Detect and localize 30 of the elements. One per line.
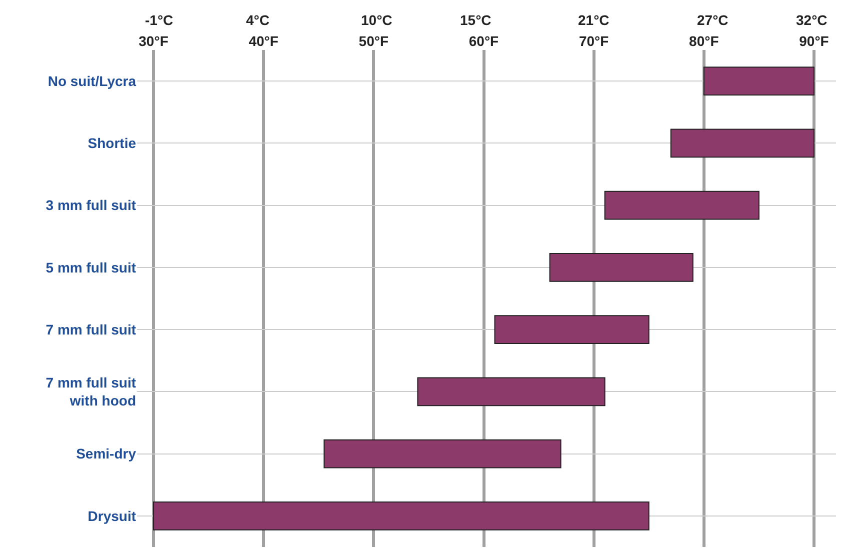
bar xyxy=(604,190,760,220)
x-tick-label: 40°F xyxy=(248,33,279,50)
bar xyxy=(324,439,562,468)
bar xyxy=(153,501,650,530)
bar xyxy=(549,252,694,282)
x-tick-label: 30°F xyxy=(138,33,169,50)
x2-tick-label: 10°C xyxy=(361,12,392,28)
y-tick-label: No suit/Lycra xyxy=(48,72,136,89)
x-tick-label: 60°F xyxy=(468,33,500,50)
x-tick-label: 70°F xyxy=(578,33,610,50)
x2-tick-label: -1°C xyxy=(145,12,174,28)
y-tick-label: 5 mm full suit xyxy=(46,259,136,276)
y-tick-label: 7 mm full suit xyxy=(46,321,136,338)
x-tick-label: 80°F xyxy=(689,33,720,50)
bar xyxy=(417,377,606,406)
y-tick-label: Drysuit xyxy=(88,508,136,524)
x2-tick-label: 15°C xyxy=(460,12,492,28)
bar xyxy=(494,315,650,344)
bar xyxy=(670,128,814,158)
y-tick-label: 7 mm full suit with hood xyxy=(46,374,136,409)
x2-tick-label: 32°C xyxy=(796,12,828,28)
x-tick-label: 90°F xyxy=(799,33,830,50)
bar xyxy=(703,66,814,96)
x2-tick-label: 27°C xyxy=(697,12,728,28)
y-tick-label: Shortie xyxy=(88,135,136,152)
y-tick-label: Semi-dry xyxy=(76,446,136,462)
y-tick-label: 3 mm full suit xyxy=(46,197,136,214)
x2-tick-label: 4°C xyxy=(246,12,270,28)
x2-tick-label: 21°C xyxy=(578,12,610,28)
x-tick-label: 50°F xyxy=(358,33,389,50)
